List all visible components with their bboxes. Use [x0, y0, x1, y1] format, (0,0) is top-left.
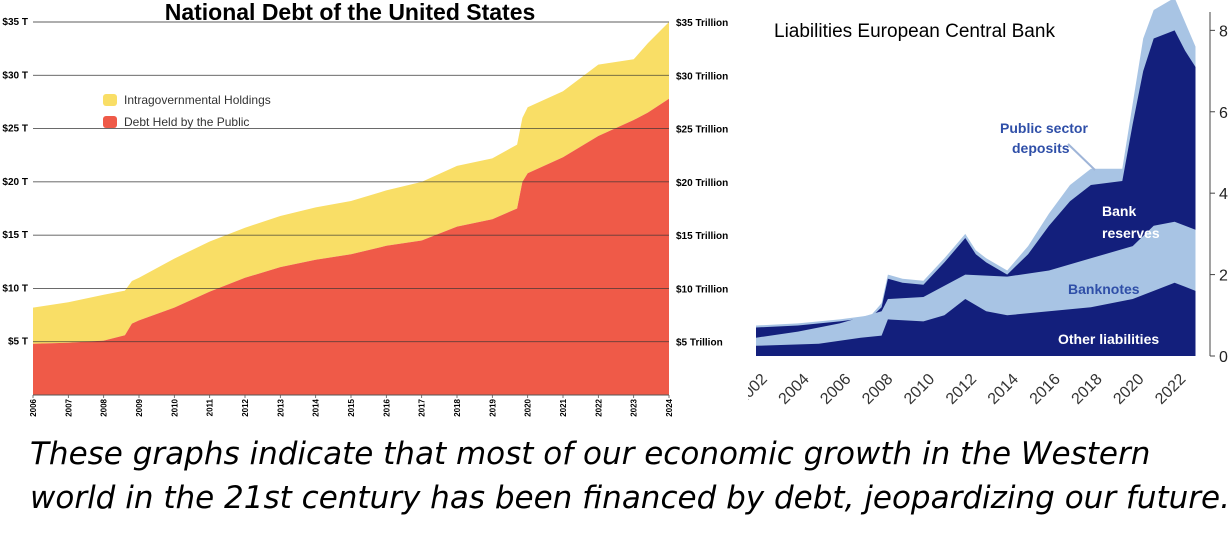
x-tick-label: 2012	[241, 398, 250, 416]
x-tick-label: 2006	[817, 371, 854, 408]
x-tick-label: 2010	[901, 371, 938, 408]
x-tick-label: 2016	[1027, 371, 1064, 408]
y-tick-label-right: $20 Trillion	[676, 178, 728, 189]
y-tick-label: 0	[1219, 349, 1228, 366]
legend-label: Intragovernmental Holdings	[124, 93, 271, 107]
y-tick-label-right: $35 Trillion	[676, 18, 728, 29]
x-tick-label: 2016	[382, 398, 391, 416]
us-debt-chart-svg: National Debt of the United States $5 T $1…	[2, 0, 728, 417]
y-tick-label: 4	[1219, 186, 1228, 203]
x-tick-label: 2023	[630, 398, 639, 416]
y-tick-label-left: $20 T	[2, 177, 28, 188]
label-banknotes: Banknotes	[1068, 281, 1140, 297]
x-tick-label: 2007	[64, 398, 73, 416]
label-public-sector: Public sector	[1000, 120, 1088, 136]
y-tick-label-left: $25 T	[2, 124, 28, 135]
y-tick-label-right: $10 Trillion	[676, 284, 728, 295]
caption-line-1: These graphs indicate that most of our e…	[30, 436, 1151, 472]
us-debt-chart: National Debt of the United States $5 T $1…	[0, 0, 740, 425]
x-tick-label: 2012	[943, 371, 980, 408]
x-tick-label: 2018	[453, 398, 462, 416]
x-tick-label: 2013	[276, 398, 285, 416]
series-area-other-liabilities	[756, 282, 1196, 356]
label-pointer	[1067, 143, 1096, 171]
y-tick-label: 8	[1219, 23, 1228, 40]
y-tick-label-left: $5 T	[8, 337, 28, 348]
ecb-liabilities-chart: 0 2 4 6 8 2002 2004 2006 2008 2010 2012 2014 2016 201…	[734, 0, 1231, 425]
y-tick-label: 6	[1219, 105, 1228, 122]
label-bank-reserves-2: reserves	[1102, 225, 1160, 241]
x-tick-label: 2008	[100, 398, 109, 416]
x-tick-label: 2021	[559, 398, 568, 416]
x-tick-label: 2022	[594, 398, 603, 416]
label-other-liabilities: Other liabilities	[1058, 331, 1159, 347]
x-tick-label: 2014	[985, 371, 1022, 408]
legend-swatch	[103, 116, 117, 128]
x-tick-label: 2004	[775, 371, 812, 408]
y-tick-label-right: $30 Trillion	[676, 71, 728, 82]
caption-line-2: world in the 21st century has been finan…	[30, 480, 1230, 516]
caption: These graphs indicate that most of our e…	[30, 432, 1230, 520]
x-tick-label: 2019	[488, 398, 497, 416]
x-tick-label: 2010	[170, 398, 179, 416]
x-tick-label: 2024	[665, 398, 674, 416]
x-tick-label: 2018	[1069, 371, 1106, 408]
y-tick-label-right: $25 Trillion	[676, 125, 728, 136]
legend-label: Debt Held by the Public	[124, 115, 249, 129]
chart-title: Liabilities European Central Bank	[774, 21, 1055, 42]
chart-title: National Debt of the United States	[165, 0, 536, 25]
label-bank-reserves: Bank	[1102, 203, 1136, 219]
label-public-sector-2: deposits	[1012, 140, 1070, 156]
x-tick-label: 2020	[1110, 371, 1147, 408]
series-area-intragovernmental	[33, 22, 669, 344]
x-tick-label: 2002	[748, 371, 771, 408]
x-tick-label: 2008	[859, 371, 896, 408]
x-tick-label: 2015	[347, 398, 356, 416]
x-tick-label: 2009	[135, 398, 144, 416]
y-tick-label: 2	[1219, 268, 1228, 285]
x-tick-label: 2020	[524, 398, 533, 416]
y-tick-label-left: $15 T	[2, 230, 28, 241]
ecb-liabilities-chart-svg: 0 2 4 6 8 2002 2004 2006 2008 2010 2012 2014 2016 201…	[734, 0, 1228, 408]
series-area-public-debt	[33, 98, 669, 395]
x-tick-label: 2014	[312, 398, 321, 416]
y-tick-label-right: $5 Trillion	[676, 338, 723, 349]
y-tick-label-right: $15 Trillion	[676, 231, 728, 242]
y-tick-label-left: $35 T	[2, 17, 28, 28]
y-tick-label-left: $10 T	[2, 283, 28, 294]
x-tick-label: 2006	[29, 398, 38, 416]
x-tick-label: 2017	[418, 398, 427, 416]
x-tick-label: 2022	[1152, 371, 1189, 408]
x-tick-label: 2011	[206, 398, 215, 416]
y-tick-label-left: $30 T	[2, 70, 28, 81]
legend-swatch	[103, 94, 117, 106]
